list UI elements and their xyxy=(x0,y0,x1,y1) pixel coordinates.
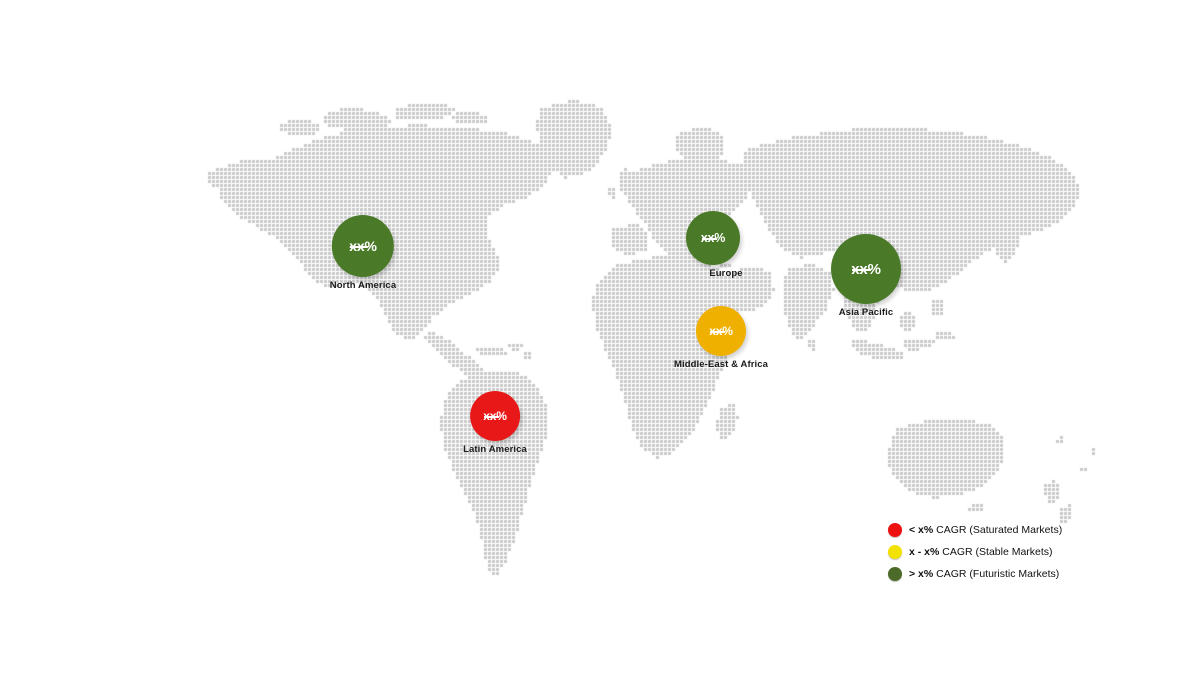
legend-dot-futuristic xyxy=(888,567,902,581)
region-bubble-middle-east-africa[interactable]: xx% Middle-East & Africa xyxy=(674,306,768,370)
legend: < x% CAGR (Saturated Markets) x - x% CAGR… xyxy=(888,519,1118,585)
bubble-value-europe: xx% xyxy=(700,230,726,245)
region-label-asia-pacific: Asia Pacific xyxy=(838,307,894,318)
legend-range-stable: x - x% xyxy=(909,546,940,558)
region-bubble-north-america[interactable]: xx% North America xyxy=(330,215,396,291)
region-bubble-latin-america[interactable]: xx% Latin America xyxy=(463,391,527,455)
legend-desc-futuristic: CAGR (Futuristic Markets) xyxy=(933,568,1060,580)
region-bubble-europe[interactable]: xx% Europe xyxy=(686,211,743,279)
legend-item-stable[interactable]: x - x% CAGR (Stable Markets) xyxy=(888,541,1118,563)
region-label-north-america: North America xyxy=(329,280,397,291)
legend-label-stable: x - x% CAGR (Stable Markets) xyxy=(909,546,1053,558)
legend-desc-stable: CAGR (Stable Markets) xyxy=(939,546,1053,558)
legend-range-saturated: < x% xyxy=(909,524,934,536)
legend-dot-saturated xyxy=(888,523,902,537)
bubble-circle-latin-america: xx% xyxy=(470,391,520,441)
legend-desc-saturated: CAGR (Saturated Markets) xyxy=(933,524,1063,536)
region-bubble-asia-pacific[interactable]: xx% Asia Pacific xyxy=(831,234,901,318)
bubble-circle-asia-pacific: xx% xyxy=(831,234,901,304)
legend-item-futuristic[interactable]: > x% CAGR (Futuristic Markets) xyxy=(888,563,1118,585)
legend-item-saturated[interactable]: < x% CAGR (Saturated Markets) xyxy=(888,519,1118,541)
legend-range-futuristic: > x% xyxy=(909,568,934,580)
legend-label-futuristic: > x% CAGR (Futuristic Markets) xyxy=(909,568,1059,580)
region-label-latin-america: Latin America xyxy=(463,444,527,455)
bubble-circle-north-america: xx% xyxy=(331,215,394,277)
bubble-value-middle-east-africa: xx% xyxy=(709,324,733,338)
bubble-value-asia-pacific: xx% xyxy=(851,260,881,278)
region-label-europe: Europe xyxy=(709,268,743,279)
legend-label-saturated: < x% CAGR (Saturated Markets) xyxy=(909,524,1062,536)
legend-dot-stable xyxy=(888,545,902,559)
bubble-circle-europe: xx% xyxy=(686,211,740,265)
bubble-circle-middle-east-africa: xx% xyxy=(696,306,746,356)
bubble-value-north-america: xx% xyxy=(349,238,377,254)
bubble-value-latin-america: xx% xyxy=(483,409,507,423)
region-label-middle-east-africa: Middle-East & Africa xyxy=(673,359,769,370)
